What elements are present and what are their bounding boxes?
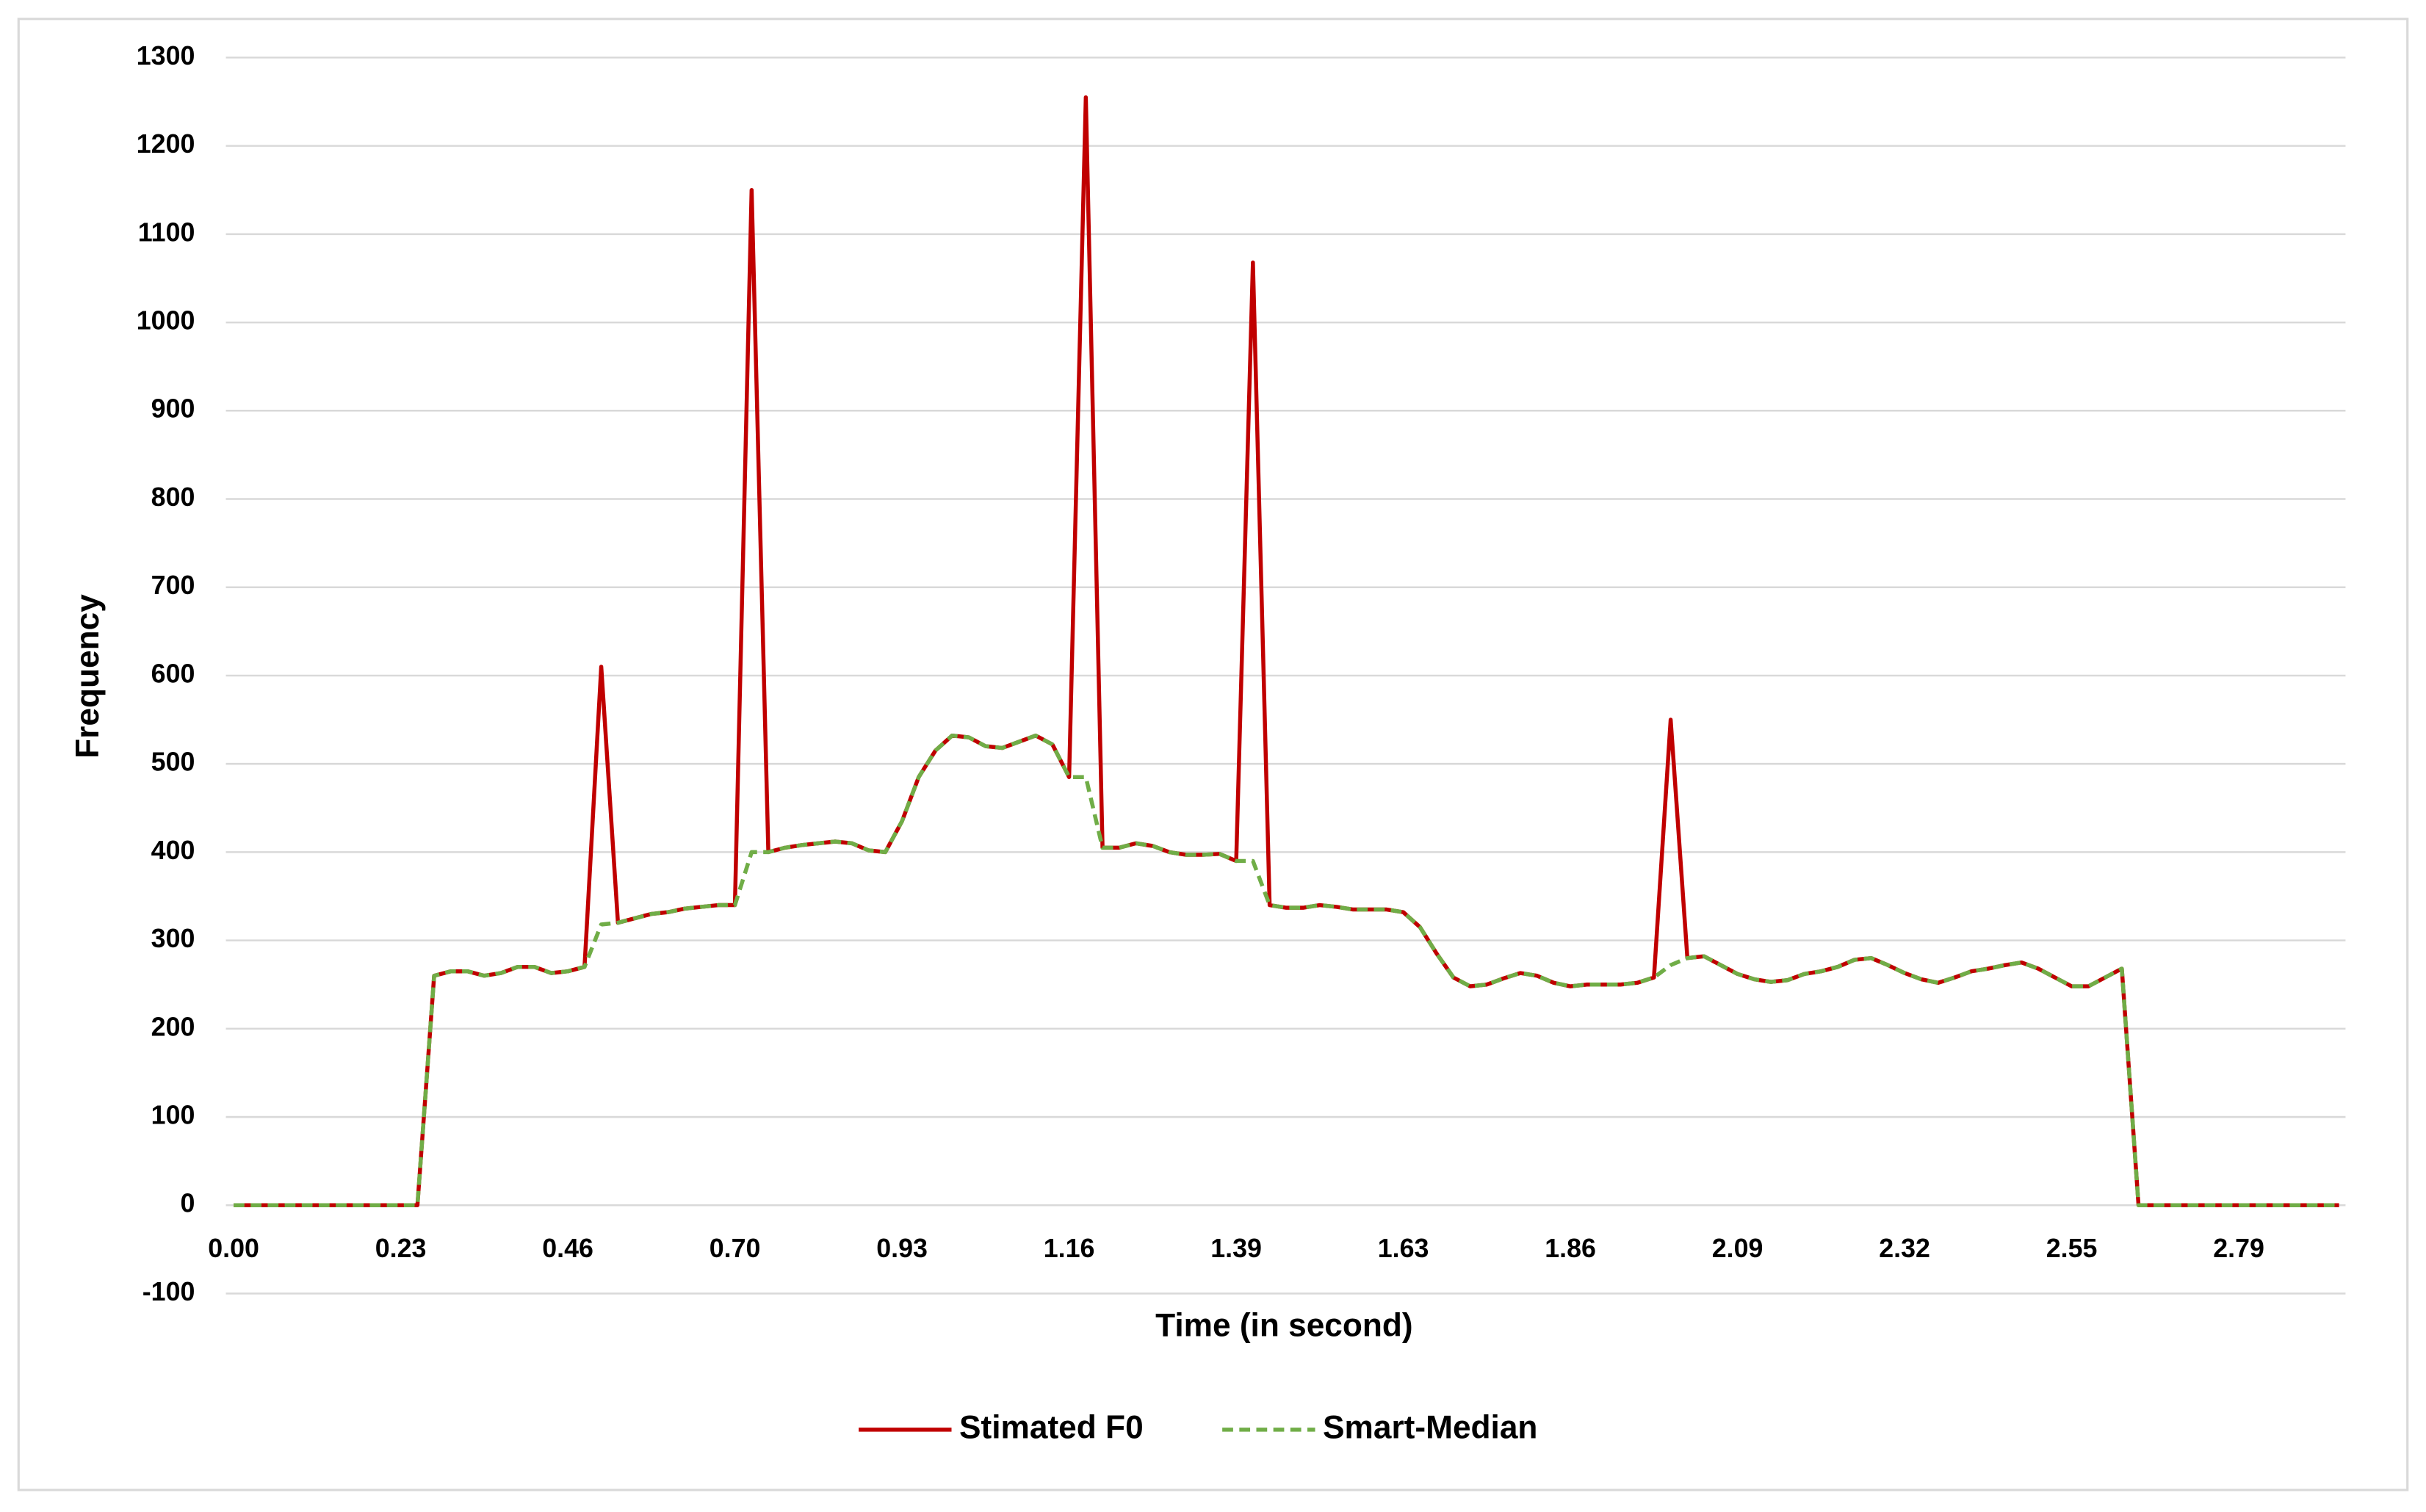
y-tick-label: 1300 <box>137 41 195 70</box>
x-tick-label: 0.23 <box>375 1234 427 1263</box>
y-axis-title: Frequency <box>70 594 106 759</box>
y-tick-label: 500 <box>151 748 195 777</box>
x-tick-label: 2.79 <box>2213 1234 2264 1263</box>
y-tick-label: 800 <box>151 482 195 512</box>
x-tick-label: 0.93 <box>876 1234 928 1263</box>
x-tick-label: 1.86 <box>1545 1234 1596 1263</box>
x-tick-label: 2.09 <box>1712 1234 1763 1263</box>
y-tick-label: 300 <box>151 924 195 953</box>
y-tick-label: 600 <box>151 659 195 688</box>
x-tick-label: 1.39 <box>1210 1234 1262 1263</box>
x-tick-label: 1.63 <box>1378 1234 1429 1263</box>
x-axis-title: Time (in second) <box>1155 1308 1413 1344</box>
legend-label: Smart-Median <box>1323 1410 1537 1446</box>
y-tick-label: 200 <box>151 1012 195 1041</box>
y-tick-label: 1100 <box>138 217 195 247</box>
x-tick-label: 1.16 <box>1044 1234 1095 1263</box>
y-tick-label: 0 <box>180 1189 195 1218</box>
y-tick-label: 900 <box>151 394 195 424</box>
chart-border <box>17 18 2409 1491</box>
y-tick-label: 1200 <box>137 129 195 159</box>
legend-label: Stimated F0 <box>959 1410 1144 1446</box>
x-tick-label: 2.55 <box>2046 1234 2098 1263</box>
x-tick-label: 0.70 <box>710 1234 761 1263</box>
x-tick-label: 0.46 <box>542 1234 593 1263</box>
y-tick-label: 400 <box>151 836 195 865</box>
y-tick-label: -100 <box>142 1277 195 1306</box>
x-tick-label: 2.32 <box>1879 1234 1930 1263</box>
y-tick-label: 1000 <box>137 306 195 336</box>
x-tick-label: 0.00 <box>208 1234 259 1263</box>
y-tick-label: 100 <box>151 1101 195 1130</box>
series-line <box>234 733 2339 1208</box>
y-tick-label: 700 <box>151 571 195 600</box>
